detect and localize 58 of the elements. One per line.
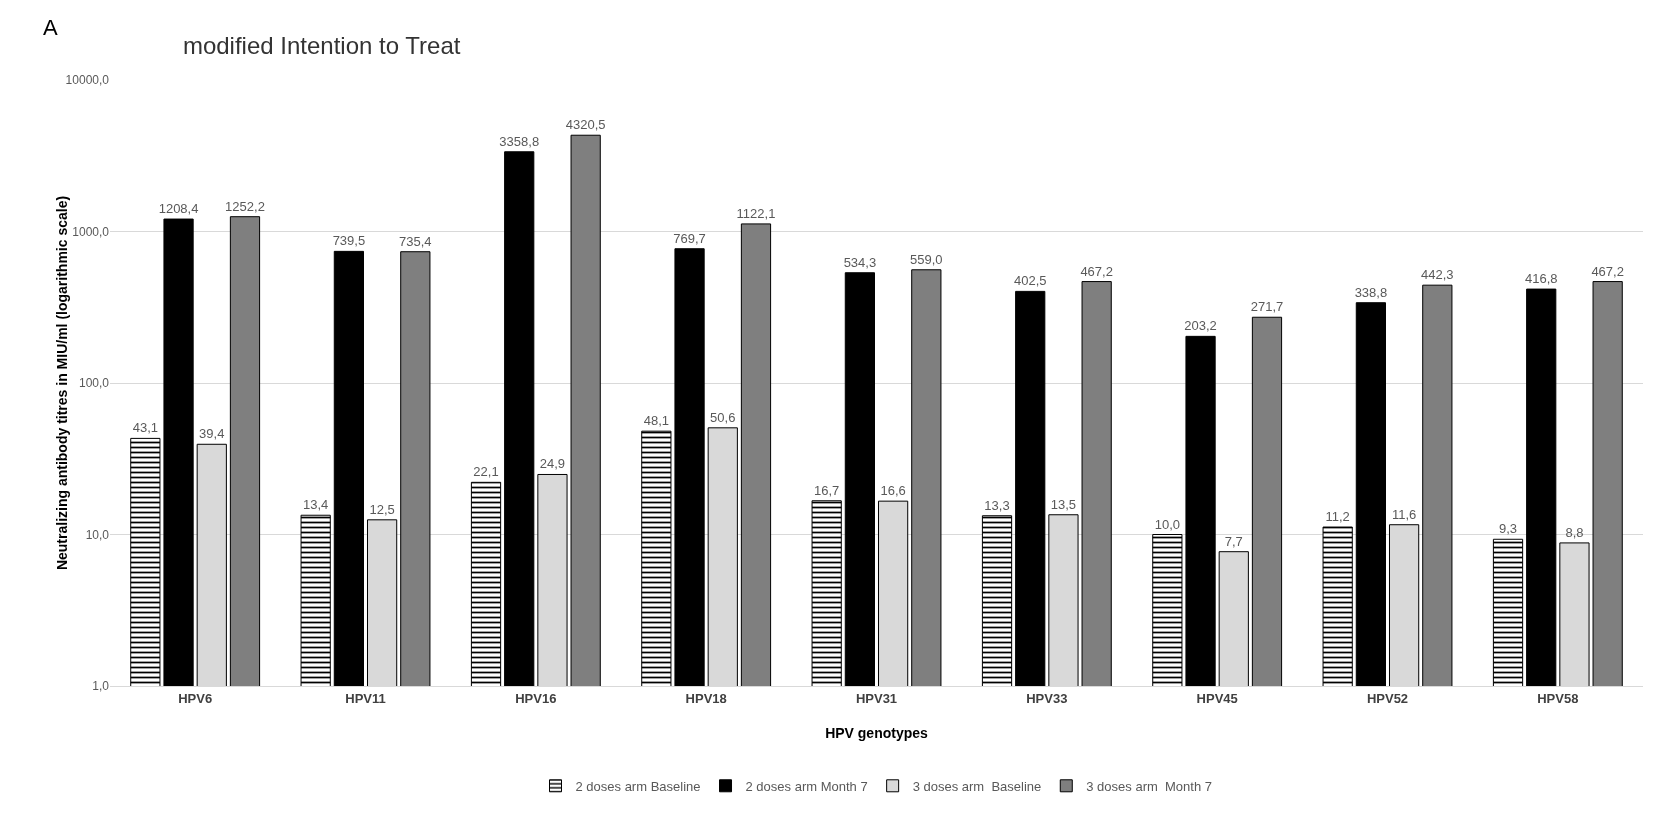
data-label: 4320,5 bbox=[565, 117, 606, 133]
y-tick-label: 100,0 bbox=[78, 376, 110, 391]
chart-title: modified Intention to Treat bbox=[182, 31, 461, 59]
data-label: 39,4 bbox=[199, 426, 225, 442]
data-label: 13,3 bbox=[984, 497, 1010, 513]
data-label: 735,4 bbox=[399, 233, 432, 249]
data-label: 16,6 bbox=[880, 483, 906, 499]
data-label: 13,4 bbox=[303, 497, 329, 513]
data-label: 43,1 bbox=[132, 420, 158, 436]
data-label: 1252,2 bbox=[225, 198, 265, 214]
data-label: 24,9 bbox=[539, 456, 566, 472]
data-label: 467,2 bbox=[1591, 263, 1624, 279]
data-label: 559,0 bbox=[910, 251, 943, 267]
data-label: 338,8 bbox=[1354, 284, 1388, 300]
data-label: 1208,4 bbox=[158, 201, 199, 217]
x-tick-label: HPV16 bbox=[515, 690, 557, 706]
data-label: 203,2 bbox=[1184, 318, 1217, 334]
y-tick-label: 1000,0 bbox=[72, 224, 110, 239]
data-label: 739,5 bbox=[332, 233, 366, 249]
legend-label: 3 doses arm Baseline bbox=[912, 778, 1042, 794]
x-tick-label: HPV31 bbox=[855, 690, 898, 706]
y-axis-title: Neutralizing antibody titres in MIU/ml (logarithmic scale) bbox=[54, 195, 71, 571]
series-label: 2 doses arm Baseline bbox=[575, 778, 701, 794]
x-tick-label: HPV6 bbox=[178, 690, 213, 706]
data-label: 50,6 bbox=[710, 409, 736, 425]
data-label: 402,5 bbox=[1013, 273, 1047, 289]
data-label: 416,8 bbox=[1524, 271, 1558, 287]
data-label: 9,3 bbox=[1498, 521, 1518, 537]
y-tick-label: 10000,0 bbox=[65, 73, 110, 88]
y-tick-label: 10,0 bbox=[85, 527, 110, 542]
legend-label: 2 doses arm Month 7 bbox=[745, 778, 868, 794]
data-label: 12,5 bbox=[369, 501, 395, 517]
data-label: 534,3 bbox=[843, 254, 877, 270]
x-axis-title: HPV genotypes bbox=[825, 725, 929, 741]
x-tick-label: HPV52 bbox=[1366, 690, 1409, 706]
data-label: 11,6 bbox=[1391, 506, 1417, 522]
data-label: 467,2 bbox=[1080, 263, 1113, 279]
x-tick-label: HPV58 bbox=[1537, 690, 1579, 706]
x-tick-label: HPV18 bbox=[685, 690, 727, 706]
x-tick-label: HPV33 bbox=[1026, 690, 1068, 706]
text: A bbox=[43, 15, 58, 40]
data-label: 11,2 bbox=[1325, 509, 1350, 525]
x-tick-label: HPV45 bbox=[1196, 690, 1238, 706]
data-label: 769,7 bbox=[673, 230, 706, 246]
y-tick-label: 1,0 bbox=[92, 679, 110, 694]
data-label: 442,3 bbox=[1421, 267, 1454, 283]
data-label: 1122,1 bbox=[736, 205, 776, 221]
data-label: 7,7 bbox=[1224, 533, 1243, 549]
data-label: 3358,8 bbox=[499, 133, 540, 149]
data-label: 13,5 bbox=[1050, 496, 1077, 512]
data-label: 271,7 bbox=[1250, 299, 1284, 315]
data-label: 22,1 bbox=[473, 464, 499, 480]
data-label: 8,8 bbox=[1565, 524, 1584, 540]
legend-label: 3 doses arm Month 7 bbox=[1086, 778, 1212, 794]
data-label: 16,7 bbox=[814, 482, 840, 498]
data-label: 48,1 bbox=[643, 413, 669, 429]
data-label: 10,0 bbox=[1154, 516, 1180, 532]
x-tick-label: HPV11 bbox=[345, 690, 386, 706]
